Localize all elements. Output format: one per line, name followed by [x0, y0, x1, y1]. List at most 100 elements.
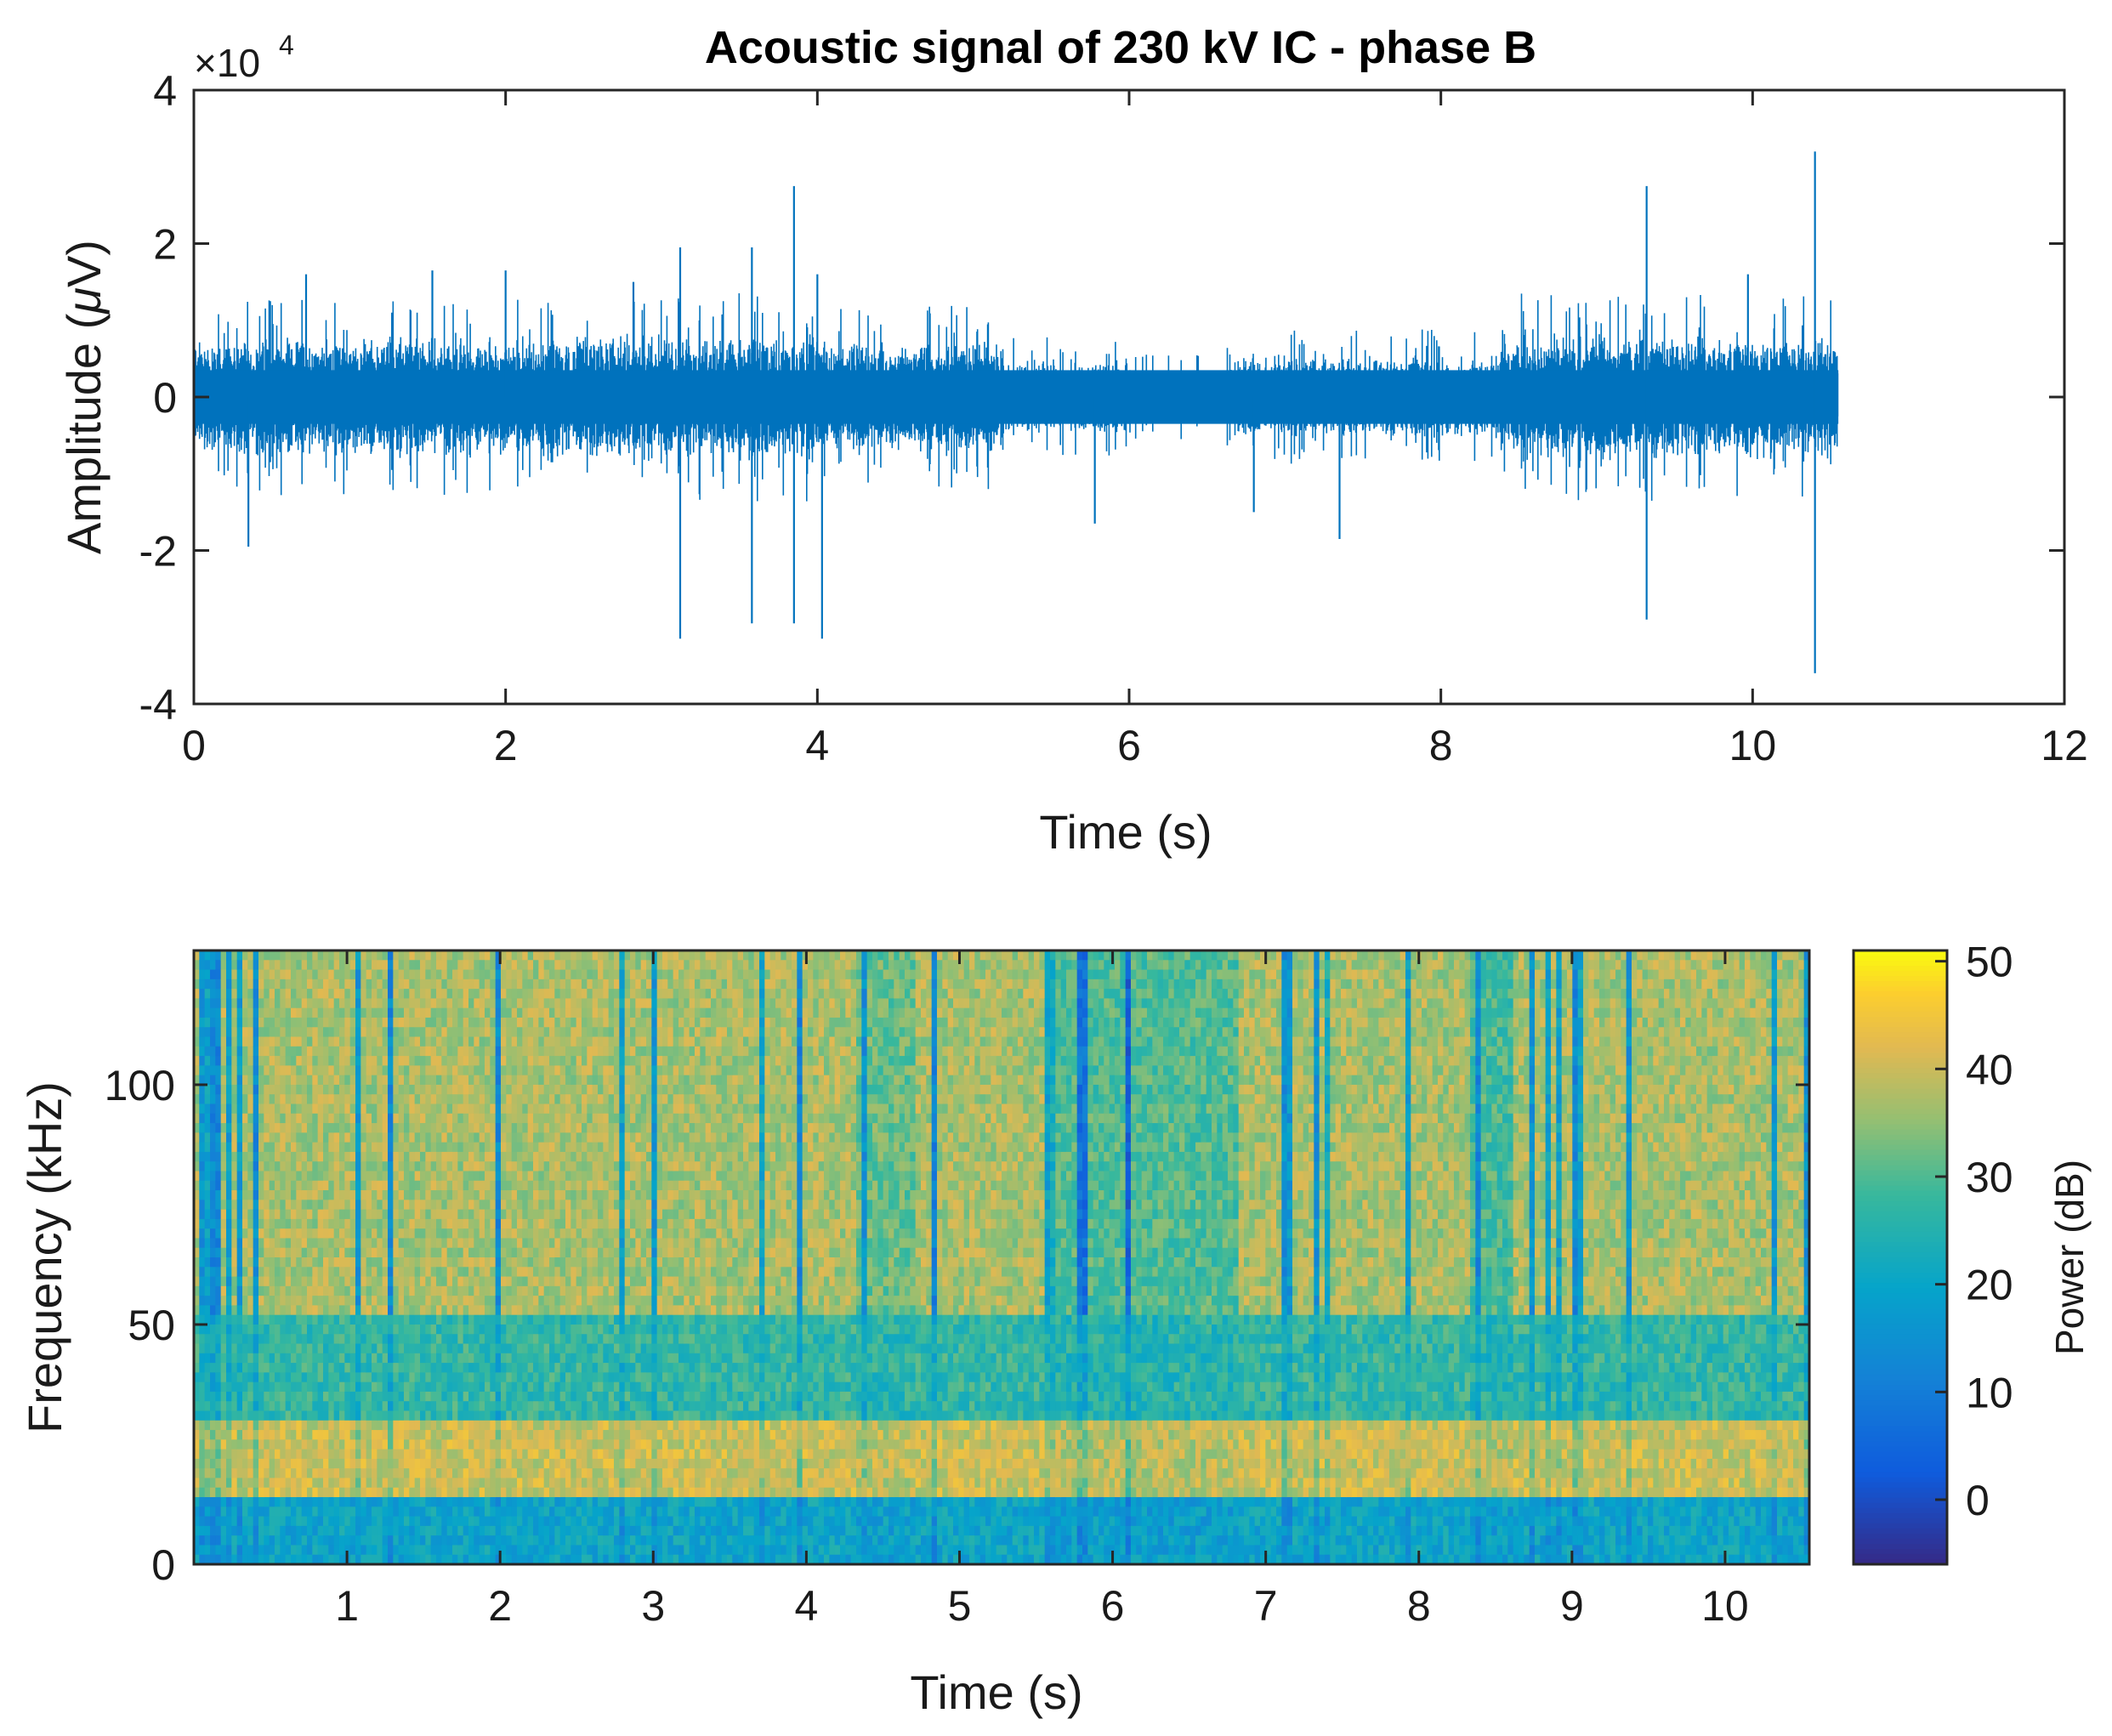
spectrogram-cell	[576, 1468, 582, 1479]
spectrogram-cell	[420, 1065, 426, 1076]
spectrogram-cell	[559, 1478, 566, 1489]
spectrogram-cell	[226, 1007, 232, 1018]
spectrogram-cell	[565, 1296, 571, 1307]
spectrogram-cell	[382, 1257, 389, 1268]
spectrogram-cell	[495, 960, 502, 971]
spectrogram-cell	[339, 1343, 345, 1354]
spectrogram-cell	[495, 1391, 502, 1402]
spectrogram-cell	[398, 1449, 405, 1460]
spectrogram-cell	[598, 1084, 604, 1095]
spectrogram-cell	[592, 1267, 599, 1278]
spectrogram-cell	[441, 1151, 448, 1162]
spectrogram-cell	[538, 1007, 545, 1018]
spectrogram-cell	[269, 1209, 275, 1220]
spectrogram-cell	[592, 1535, 599, 1546]
spectrogram-cell	[291, 1190, 297, 1200]
spectrogram-cell	[301, 1209, 308, 1220]
spectrogram-cell	[301, 1353, 308, 1364]
spectrogram-cell	[430, 1449, 437, 1460]
spectrogram-cell	[549, 1142, 555, 1153]
spectrogram-cell	[517, 950, 523, 961]
spectrogram-cell	[490, 1372, 497, 1383]
spectrogram-cell	[382, 1007, 389, 1018]
spectrogram-cell	[468, 1525, 474, 1536]
spectrogram-cell	[247, 1545, 254, 1556]
spectrogram-cell	[603, 1200, 610, 1211]
spectrogram-cell	[468, 1123, 474, 1133]
spectrogram-cell	[215, 1381, 222, 1393]
spectrogram-cell	[280, 1267, 287, 1278]
spectrogram-cell	[409, 1132, 416, 1143]
spectrogram-cell	[349, 1151, 356, 1162]
spectrogram-cell	[517, 989, 523, 1000]
spectrogram-cell	[587, 960, 593, 971]
spectrogram-cell	[269, 969, 275, 980]
spectrogram-cell	[543, 979, 550, 990]
spectrogram-cell	[296, 1247, 303, 1258]
spectrogram-cell	[452, 1497, 458, 1507]
spectrogram-cell	[425, 1094, 432, 1105]
spectrogram-cell	[372, 1449, 378, 1460]
spectrogram-cell	[307, 960, 313, 971]
spectrogram-cell	[598, 1372, 604, 1383]
spectrogram-cell	[457, 1171, 464, 1182]
spectrogram-cell	[603, 1506, 610, 1518]
spectrogram-cell	[285, 1007, 292, 1018]
spectrogram-cell	[355, 1516, 361, 1527]
spectrogram-cell	[220, 1554, 227, 1565]
spectrogram-cell	[598, 1334, 604, 1345]
spectrogram-cell	[215, 1276, 222, 1287]
spectrogram-cell	[253, 1132, 259, 1143]
spectrogram-cell	[565, 1334, 571, 1345]
spectrogram-cell	[495, 1458, 502, 1469]
spectrogram-cell	[463, 1200, 469, 1211]
spectrogram-cell	[393, 1314, 400, 1325]
spectrogram-cell	[247, 1525, 254, 1536]
spectrogram-cell	[242, 1027, 248, 1038]
spectrogram-cell	[506, 989, 513, 1000]
spectrogram-cell	[312, 1247, 319, 1258]
spectrogram-cell	[414, 1554, 421, 1565]
spectrogram-cell	[366, 1391, 372, 1402]
spectrogram-cell	[301, 1458, 308, 1469]
spectrogram-cell	[210, 1324, 216, 1335]
spectrogram-cell	[511, 1334, 518, 1345]
spectrogram-cell	[269, 1410, 275, 1421]
spectrogram-cell	[414, 1314, 421, 1325]
spectrogram-cell	[533, 1075, 539, 1086]
spectrogram-cell	[210, 1218, 216, 1229]
spectrogram-cell	[452, 1353, 458, 1364]
spectrogram-cell	[420, 1017, 426, 1028]
spectrogram-cell	[242, 1123, 248, 1133]
spectrogram-cell	[264, 1372, 270, 1383]
spectrogram-cell	[344, 1036, 351, 1047]
spectrogram-cell	[598, 1247, 604, 1258]
spectrogram-cell	[366, 1381, 372, 1393]
spectrogram-cell	[388, 1478, 394, 1489]
spectrogram-cell	[452, 960, 458, 971]
spectrogram-cell	[485, 1190, 491, 1200]
spectrogram-cell	[393, 1094, 400, 1105]
spectrogram-cell	[280, 1285, 287, 1296]
spectrogram-cell	[231, 969, 238, 980]
spectrogram-cell	[291, 1410, 297, 1421]
spectrogram-cell	[382, 1142, 389, 1153]
spectrogram-cell	[247, 1506, 254, 1518]
spectrogram-cell	[236, 1132, 243, 1143]
spectrogram-cell	[457, 1363, 464, 1373]
spectrogram-cell	[258, 1372, 264, 1383]
spectrogram-cell	[349, 1036, 356, 1047]
spectrogram-cell	[220, 1401, 227, 1412]
spectrogram-cell	[317, 1381, 324, 1393]
spectrogram-cell	[517, 1084, 523, 1095]
spectrogram-cell	[215, 1296, 222, 1307]
spectrogram-cell	[559, 1343, 566, 1354]
spectrogram-cell	[323, 1056, 329, 1066]
spectrogram-cell	[404, 1161, 410, 1172]
spectrogram-cell	[420, 1151, 426, 1162]
spectrogram-cell	[285, 1525, 292, 1536]
spectrogram-cell	[398, 1276, 405, 1287]
spectrogram-cell	[388, 1334, 394, 1345]
spectrogram-cell	[430, 1017, 437, 1028]
spectrogram-cell	[549, 969, 555, 980]
